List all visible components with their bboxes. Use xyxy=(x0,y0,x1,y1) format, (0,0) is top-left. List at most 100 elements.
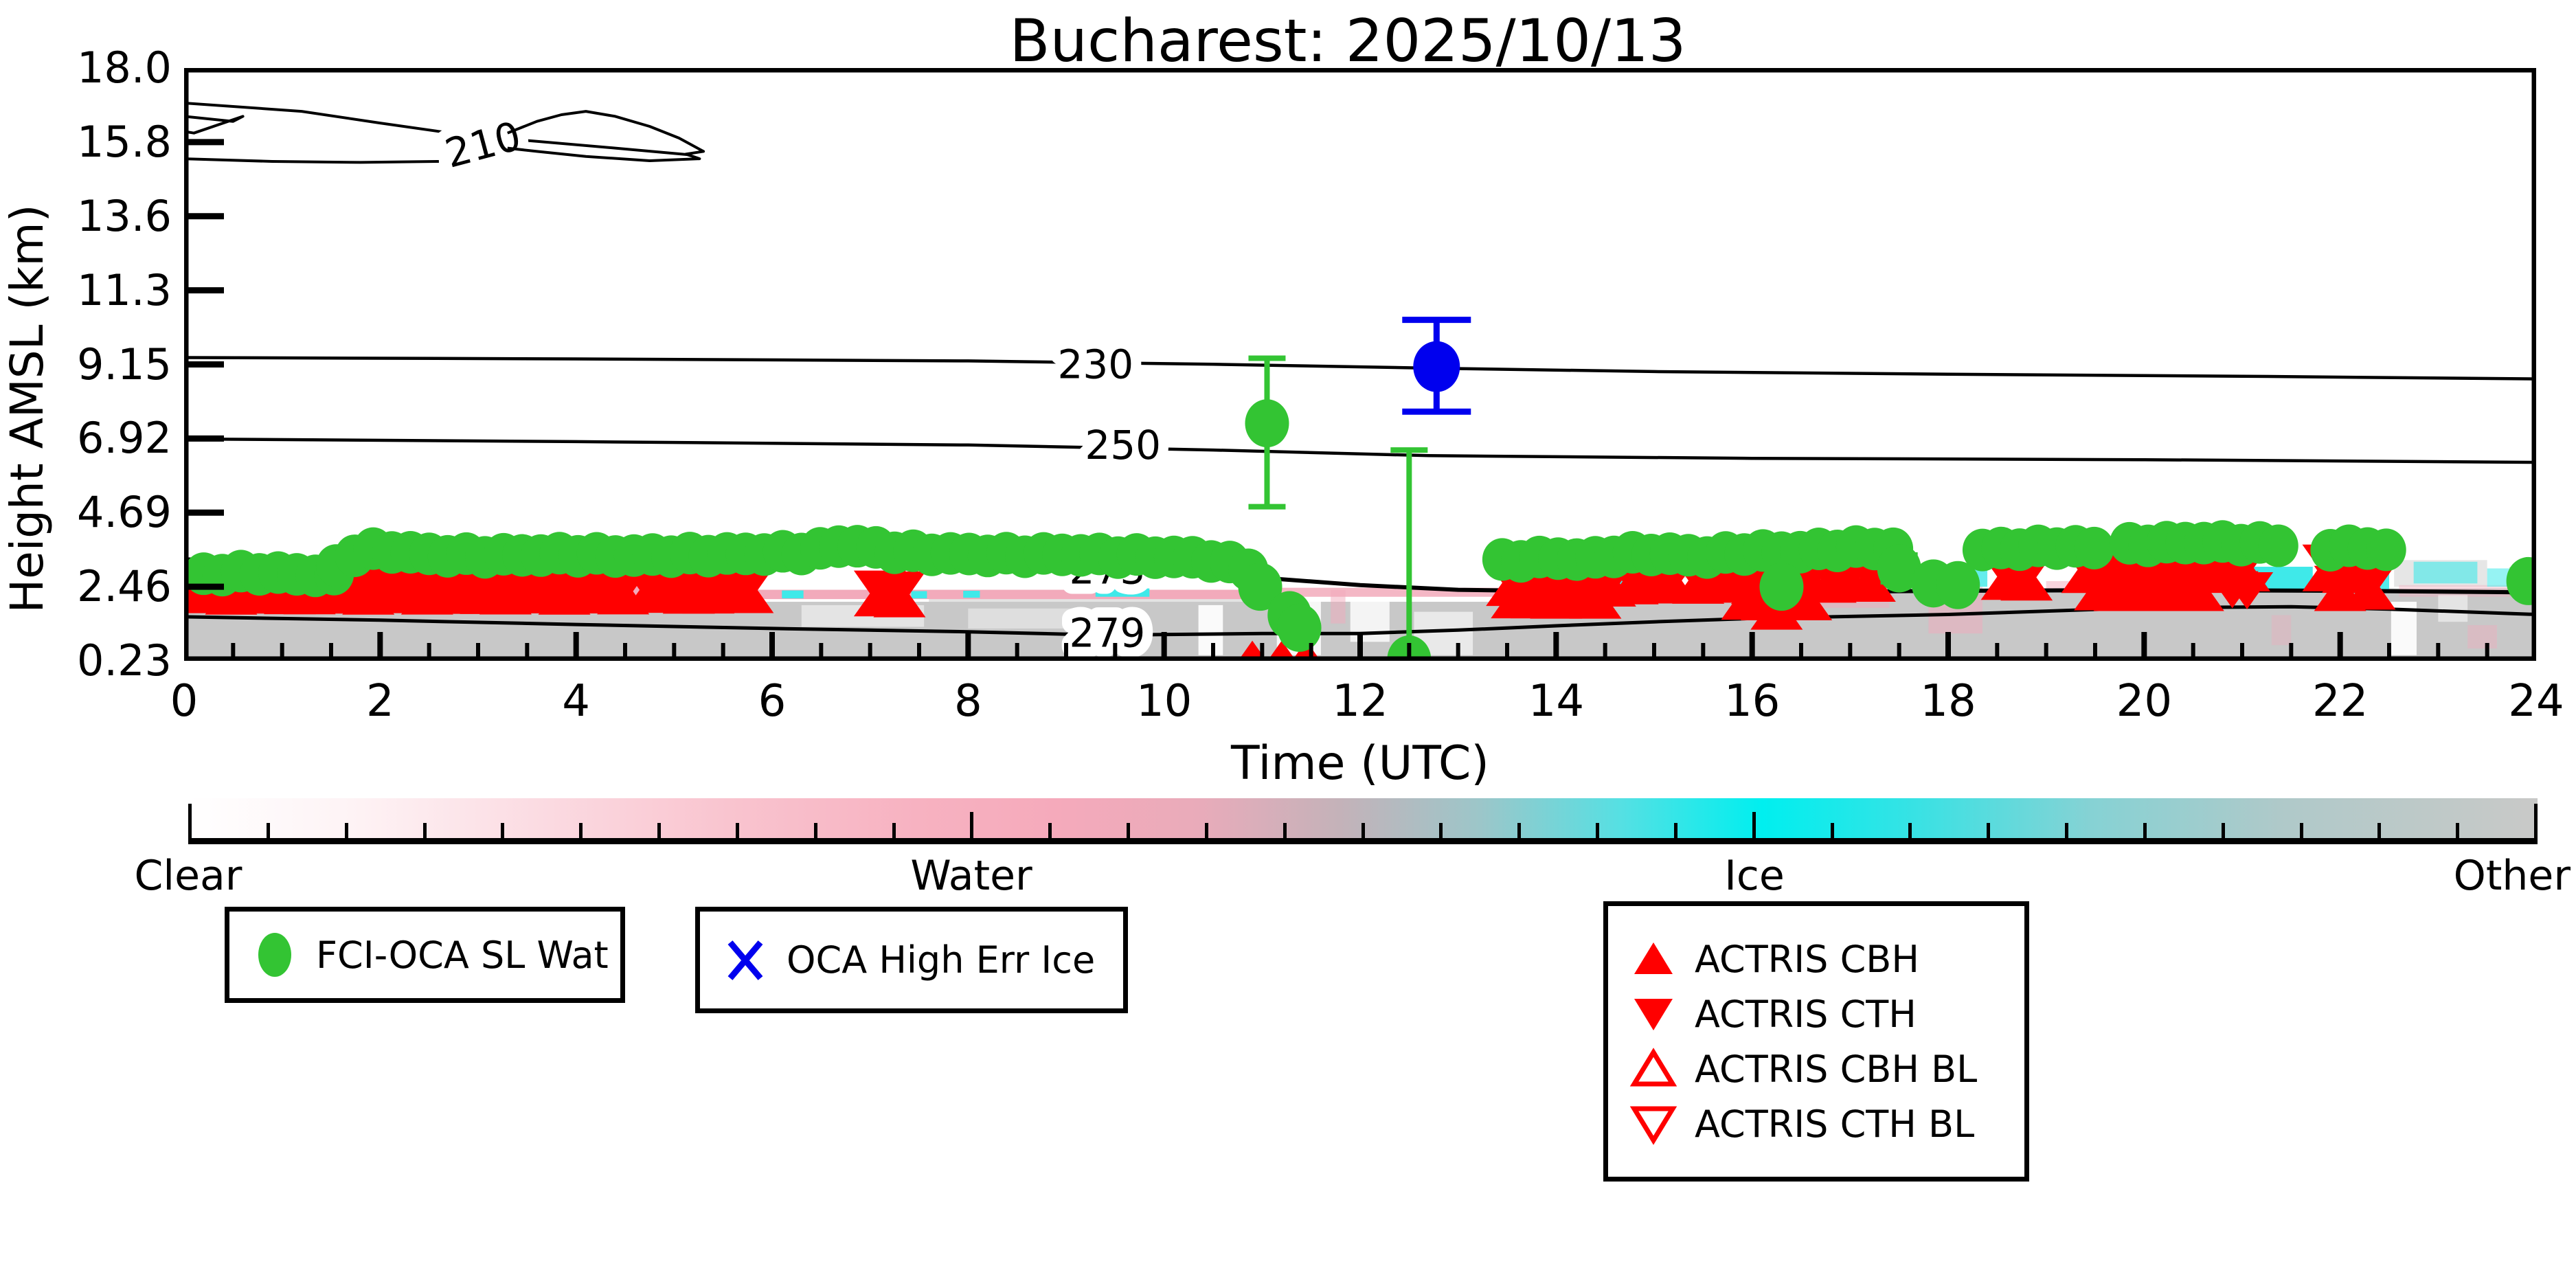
contour-label: 250 xyxy=(1085,422,1161,468)
legend-entry: ACTRIS CTH BL xyxy=(1608,1096,2024,1151)
plot-area: 210230250273279 xyxy=(184,68,2536,661)
legend-label: OCA High Err Ice xyxy=(787,938,1096,982)
actris-cbh-marker xyxy=(1569,581,1622,619)
colorbar-tick xyxy=(2456,823,2460,838)
actris-cbh-marker xyxy=(2171,574,2224,611)
fci-dot xyxy=(1238,563,1283,611)
actris-cbh-marker xyxy=(1238,640,1267,661)
colorbar-tick xyxy=(1517,823,1522,838)
fci-dot xyxy=(1245,399,1289,448)
legend-label: ACTRIS CTH xyxy=(1695,992,1917,1036)
axes-spines xyxy=(184,68,2536,661)
fci-dot xyxy=(2506,556,2536,605)
colorbar-tick xyxy=(1283,823,1287,838)
colorbar-tick xyxy=(657,823,661,838)
x-tick-label: 0 xyxy=(170,676,199,727)
colorbar-label-clear: Clear xyxy=(134,852,242,900)
y-tick-label: 18.0 xyxy=(76,43,172,93)
classification-region xyxy=(911,591,927,599)
fci-dot xyxy=(2258,524,2298,567)
colorbar-tick xyxy=(2377,823,2382,838)
colorbar-tick xyxy=(188,804,192,838)
colorbar xyxy=(188,798,2538,844)
colorbar-label-other: Other xyxy=(2453,852,2571,900)
fci-dot xyxy=(2366,528,2406,572)
fci-dot xyxy=(1877,544,1921,593)
x-tick-label: 12 xyxy=(1332,676,1388,727)
colorbar-tick xyxy=(1987,823,1991,838)
colorbar-tick xyxy=(813,823,817,838)
legend-entry: ACTRIS CBH xyxy=(1608,931,2024,986)
classification-region xyxy=(1095,588,1150,597)
classification-region xyxy=(782,590,804,599)
classification-region xyxy=(2467,625,2497,649)
actris-cth-marker xyxy=(2343,564,2396,602)
contour-line xyxy=(507,110,705,162)
legend-entry: FCI-OCA SL Wat xyxy=(229,927,620,982)
contour-label: 279 xyxy=(1070,610,1146,657)
page-title: Bucharest: 2025/10/13 xyxy=(1009,7,1686,76)
classification-region xyxy=(1331,590,1346,624)
actris-cbh-marker xyxy=(1780,583,1833,621)
legend-label: FCI-OCA SL Wat xyxy=(316,933,609,977)
tri-up-filled-icon xyxy=(1634,942,1673,974)
y-tick-label: 4.69 xyxy=(76,487,172,538)
colorbar-tick xyxy=(1439,823,1443,838)
x-tick-label: 16 xyxy=(1724,676,1781,727)
x-tick-label: 24 xyxy=(2508,676,2564,727)
x-tick-label: 20 xyxy=(2116,676,2173,727)
colorbar-tick xyxy=(2221,823,2225,838)
classification-region xyxy=(963,591,980,598)
colorbar-tick xyxy=(1830,823,1834,838)
legend-entry: ACTRIS CBH BL xyxy=(1608,1041,2024,1096)
contour-label: 230 xyxy=(1057,341,1133,387)
colorbar-tick xyxy=(1752,812,1756,838)
actris-cth-marker xyxy=(2221,572,2274,610)
colorbar-tick xyxy=(735,823,739,838)
classification-region xyxy=(1198,605,1223,655)
y-axis-label: Height AMSL (km) xyxy=(1,204,54,613)
contour-line xyxy=(184,356,2536,381)
y-tick-label: 15.8 xyxy=(76,116,172,167)
y-tick-label: 11.3 xyxy=(76,264,172,315)
fci-dot xyxy=(1759,563,1804,611)
legend-label: ACTRIS CTH BL xyxy=(1695,1102,1975,1146)
y-tick-label: 9.15 xyxy=(76,339,172,389)
colorbar-tick xyxy=(970,812,974,838)
colorbar-tick xyxy=(579,823,583,838)
legend-entry: OCA High Err Ice xyxy=(700,933,1123,988)
colorbar-tick xyxy=(2534,804,2538,838)
circle-green-icon xyxy=(258,933,291,977)
actris-cbh-marker xyxy=(1750,592,1803,630)
x-tick-label: 10 xyxy=(1136,676,1193,727)
colorbar-tick xyxy=(1048,823,1052,838)
colorbar-tick xyxy=(1908,823,1912,838)
fci-dot xyxy=(1277,603,1322,652)
x-tick-label: 22 xyxy=(2312,676,2369,727)
contour-line xyxy=(184,102,689,157)
tri-down-open-icon xyxy=(1629,1106,1677,1145)
actris-cth-marker xyxy=(721,567,774,605)
y-tick-label: 2.46 xyxy=(76,561,172,612)
colorbar-tick xyxy=(1596,823,1599,838)
colorbar-tick xyxy=(2299,823,2303,838)
colorbar-tick xyxy=(2065,823,2068,838)
classification-region xyxy=(968,608,1076,629)
legend-label: ACTRIS CBH xyxy=(1695,937,1919,981)
x-tick-label: 6 xyxy=(758,676,787,727)
colorbar-tick xyxy=(501,823,505,838)
legend-box-actris: ACTRIS CBH ACTRIS CTH ACTRIS CBH BL ACTRIS … xyxy=(1603,901,2029,1182)
colorbar-tick xyxy=(892,823,896,838)
legend-box-oca: OCA High Err Ice xyxy=(695,907,1128,1013)
classification-region xyxy=(757,589,1258,600)
actris-cbh-marker xyxy=(1291,640,1321,661)
contour-label: 210 xyxy=(440,113,526,177)
actris-cth-marker xyxy=(873,571,926,609)
classification-region xyxy=(2271,615,2292,646)
x-tick-label: 18 xyxy=(1920,676,1976,727)
tri-down-filled-icon xyxy=(1634,999,1673,1030)
colorbar-label-water: Water xyxy=(910,852,1032,900)
oca-ice-dot xyxy=(1413,341,1460,392)
classification-region xyxy=(2413,561,2478,584)
